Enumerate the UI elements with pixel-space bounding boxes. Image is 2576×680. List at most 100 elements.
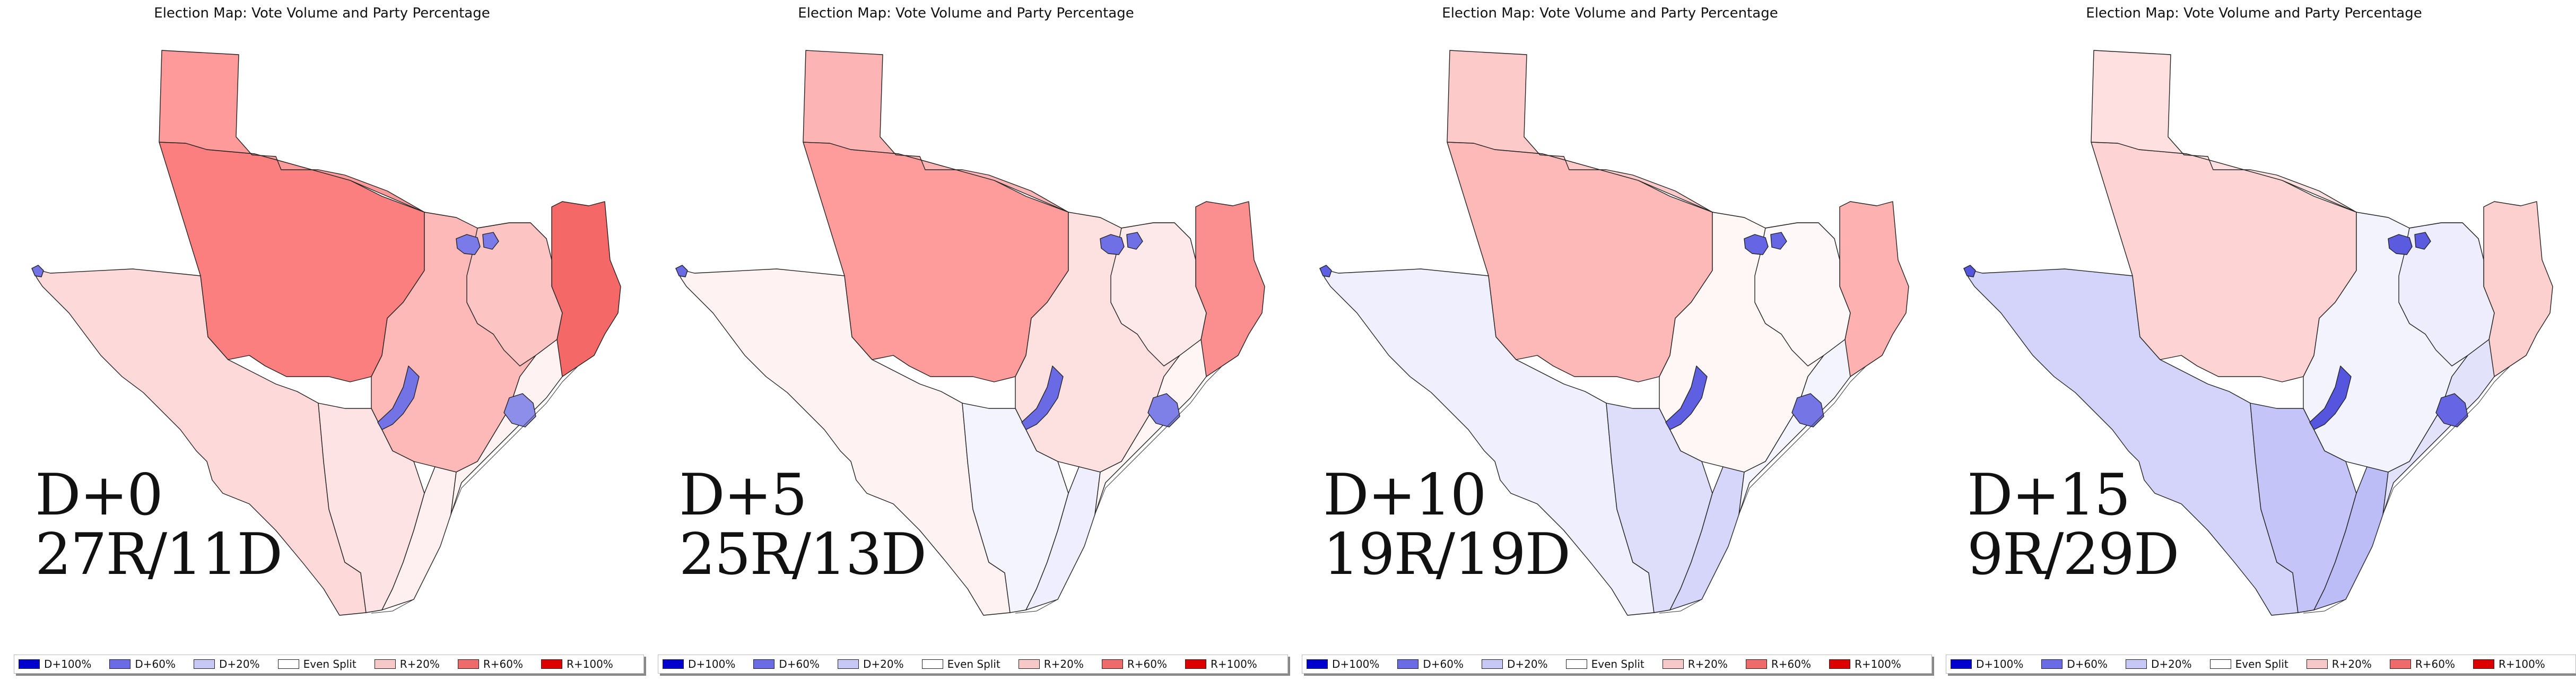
- legend-label: R+100%: [1854, 658, 1901, 670]
- legend-item: D+100%: [1307, 658, 1379, 670]
- scenario-label: D+5 25R/13D: [679, 462, 927, 585]
- map-panel-3: Election Map: Vote Volume and Party Perc…: [1288, 0, 1932, 680]
- district-dfw-2: [2414, 232, 2431, 250]
- district-map: [31, 50, 621, 616]
- legend-item: R+60%: [2389, 658, 2455, 670]
- legend-item: D+60%: [753, 658, 820, 670]
- district-s3: [2382, 339, 2495, 515]
- legend-label: R+100%: [2498, 658, 2545, 670]
- vote-shift: D+10: [1323, 462, 1487, 528]
- legend-item: D+100%: [19, 658, 91, 670]
- legend-swatch: [663, 659, 684, 669]
- district-elpaso: [1963, 265, 1976, 277]
- legend-swatch: [193, 659, 215, 669]
- district-nw: [803, 50, 1069, 213]
- legend-item: D+20%: [2125, 658, 2192, 670]
- legend-item: D+60%: [109, 658, 176, 670]
- district-s3: [450, 339, 563, 515]
- legend-item: D+100%: [1951, 658, 2023, 670]
- district-e: [1195, 201, 1265, 377]
- legend-label: Even Split: [303, 658, 356, 670]
- district-aus: [1665, 365, 1708, 430]
- district-e: [1839, 201, 1909, 377]
- coastline: [1015, 365, 1223, 614]
- district-dfw: [1100, 234, 1125, 255]
- scenario-label: D+0 27R/11D: [35, 466, 283, 588]
- legend-swatch: [1745, 659, 1767, 669]
- legend-label: D+60%: [1423, 658, 1464, 670]
- seat-result: 19R/19D: [1323, 521, 1571, 588]
- seat-result: 9R/29D: [1967, 521, 2179, 588]
- legend-swatch: [2209, 659, 2231, 669]
- panel-title: Election Map: Vote Volume and Party Perc…: [154, 5, 490, 21]
- scenario-label: D+15 9R/29D: [1967, 462, 2179, 588]
- legend-label: R+60%: [483, 658, 523, 670]
- legend-item: D+100%: [663, 658, 735, 670]
- legend-swatch: [2306, 659, 2328, 669]
- district-dfw: [456, 234, 481, 255]
- district-s3: [1738, 339, 1851, 515]
- legend-item: R+60%: [1745, 658, 1811, 670]
- district-sw: [31, 268, 367, 616]
- legend-item: R+20%: [374, 658, 440, 670]
- legend-swatch: [374, 659, 396, 669]
- district-e: [551, 201, 621, 377]
- legend-label: R+100%: [566, 658, 613, 670]
- map-panel-1: Election Map: Vote Volume and Party Perc…: [0, 0, 644, 680]
- legend-item: D+60%: [2041, 658, 2108, 670]
- seat-result: 27R/11D: [35, 521, 283, 588]
- legend-item: D+20%: [1481, 658, 1548, 670]
- legend-item: D+20%: [193, 658, 260, 670]
- legend-swatch: [457, 659, 479, 669]
- legend-label: R+20%: [1043, 658, 1084, 670]
- legend-label: D+20%: [863, 658, 904, 670]
- legend-label: D+60%: [779, 658, 820, 670]
- legend-label: D+20%: [1507, 658, 1548, 670]
- legend-swatch: [1101, 659, 1123, 669]
- district-dfw-2: [1770, 232, 1787, 250]
- vote-shift: D+5: [679, 462, 807, 528]
- legend-item: Even Split: [2209, 658, 2288, 670]
- legend-item: R+20%: [1018, 658, 1084, 670]
- legend-swatch: [1185, 659, 1206, 669]
- legend-item: R+100%: [2473, 658, 2545, 670]
- district-sw: [675, 268, 1011, 616]
- legend-label: Even Split: [2235, 658, 2288, 670]
- legend-swatch: [753, 659, 775, 669]
- district-elpaso: [31, 265, 44, 277]
- map-panel-2: Election Map: Vote Volume and Party Perc…: [644, 0, 1288, 680]
- legend-item: R+100%: [541, 658, 613, 670]
- legend: D+100% D+60% D+20% Even Split R+20% R+60% R+10…: [1946, 655, 2576, 674]
- district-nw: [159, 50, 425, 213]
- legend: D+100% D+60% D+20% Even Split R+20% R+60% R+10…: [1302, 655, 1932, 674]
- legend-item: D+60%: [1397, 658, 1464, 670]
- legend: D+100% D+60% D+20% Even Split R+20% R+60% R+10…: [658, 655, 1288, 674]
- legend-swatch: [2473, 659, 2494, 669]
- district-map: [1319, 50, 1909, 616]
- legend-item: R+20%: [1662, 658, 1728, 670]
- district-dfw-2: [1126, 232, 1143, 250]
- scenario-label: D+10 19R/19D: [1323, 462, 1571, 588]
- legend-swatch: [1662, 659, 1684, 669]
- legend-label: R+20%: [399, 658, 440, 670]
- legend-swatch: [1481, 659, 1503, 669]
- legend-swatch: [2389, 659, 2411, 669]
- legend-label: R+60%: [1127, 658, 1167, 670]
- district-elpaso: [675, 265, 688, 277]
- legend-label: R+60%: [1771, 658, 1811, 670]
- vote-shift: D+15: [1967, 462, 2131, 528]
- legend-item: R+60%: [457, 658, 523, 670]
- legend-item: R+60%: [1101, 658, 1167, 670]
- legend-label: R+60%: [2415, 658, 2455, 670]
- panel-title: Election Map: Vote Volume and Party Perc…: [2086, 5, 2422, 21]
- district-dfw: [1744, 234, 1769, 255]
- district-aus: [1021, 365, 1064, 430]
- legend-item: D+20%: [837, 658, 904, 670]
- legend-label: D+100%: [1332, 658, 1380, 670]
- district-hou: [2435, 393, 2468, 428]
- legend-label: D+100%: [44, 658, 92, 670]
- legend-label: D+60%: [135, 658, 176, 670]
- panel-title: Election Map: Vote Volume and Party Perc…: [798, 5, 1134, 21]
- district-map: [675, 50, 1265, 616]
- district-aus: [377, 365, 420, 430]
